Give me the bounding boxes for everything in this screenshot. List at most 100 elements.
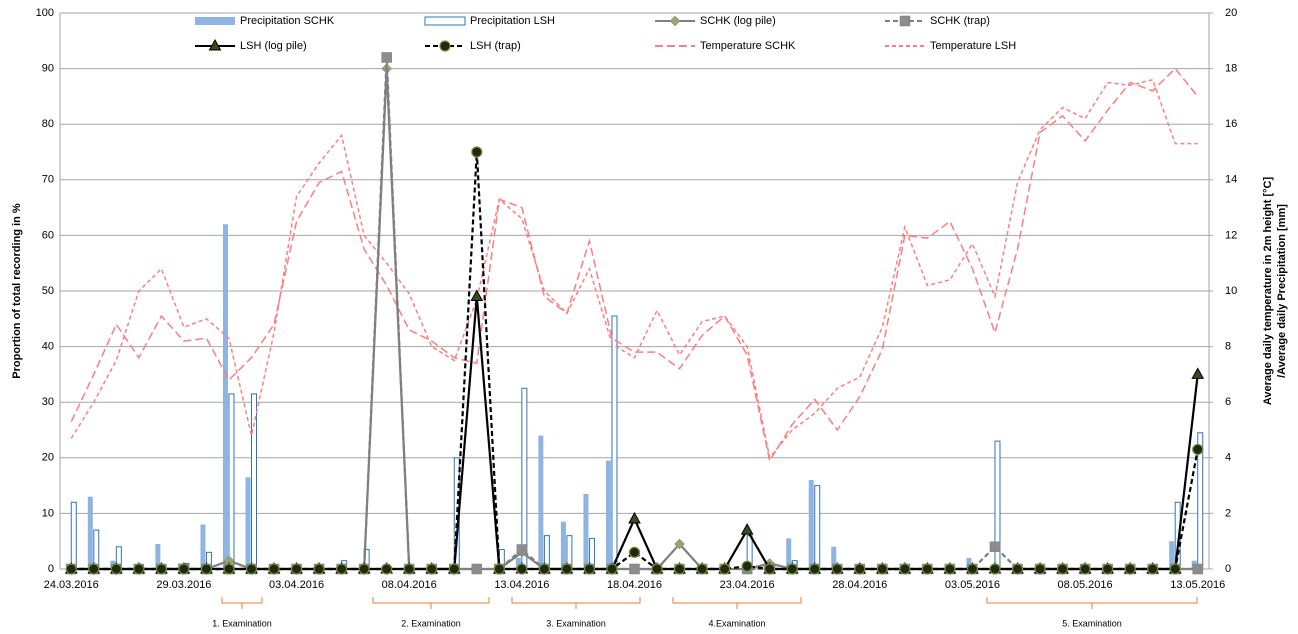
marker	[426, 563, 438, 575]
marker	[876, 563, 888, 575]
legend-swatch	[195, 17, 235, 25]
x-tick-label: 08.04.2016	[382, 579, 437, 591]
bar	[808, 480, 814, 569]
bar	[521, 387, 528, 570]
legend-item: Precipitation SCHK	[195, 15, 335, 27]
marker	[831, 563, 843, 575]
marker	[336, 563, 348, 575]
y-tick-label: 80	[42, 118, 54, 130]
marker	[178, 563, 190, 575]
bar	[786, 538, 792, 569]
marker	[403, 563, 415, 575]
y2-tick-label: 4	[1225, 452, 1231, 464]
annotation: 4.Examination	[708, 618, 765, 628]
legend-item: Temperature SCHK	[655, 40, 796, 52]
marker	[561, 563, 573, 575]
series-line	[70, 67, 1199, 463]
y2-tick-label: 16	[1225, 118, 1237, 130]
marker	[764, 563, 776, 575]
marker	[1192, 563, 1203, 575]
series-line	[71, 68, 1198, 571]
y2-tick-label: 18	[1225, 63, 1237, 75]
marker	[439, 40, 451, 52]
y-tick-label: 60	[42, 229, 54, 241]
marker	[989, 563, 1001, 575]
y-tick-label: 50	[42, 285, 54, 297]
legend-item: SCHK (trap)	[885, 15, 990, 27]
y2-axis-title: Average daily temperature in 2m height […	[1262, 177, 1274, 406]
bar	[93, 529, 100, 570]
marker	[1056, 563, 1069, 575]
marker	[493, 563, 505, 575]
marker	[1011, 563, 1024, 575]
marker	[719, 563, 731, 575]
legend-label: LSH (log pile)	[240, 40, 307, 52]
series-line	[71, 296, 1199, 571]
bar	[611, 315, 618, 570]
annotation: 2. Examination	[401, 618, 461, 628]
marker	[268, 563, 280, 575]
x-tick-label: 03.04.2016	[269, 579, 324, 591]
marker	[65, 563, 77, 575]
annotation: 5. Examination	[1062, 618, 1122, 628]
marker	[1079, 563, 1091, 575]
y-tick-label: 10	[42, 507, 54, 519]
legend-item: SCHK (log pile)	[655, 15, 776, 27]
y-tick-label: 70	[42, 174, 54, 186]
marker	[674, 538, 685, 550]
y2-tick-label: 0	[1225, 563, 1231, 575]
marker	[1192, 443, 1204, 456]
marker	[471, 563, 483, 575]
marker	[628, 546, 641, 558]
marker	[110, 563, 122, 575]
bar	[155, 543, 161, 569]
marker	[155, 563, 167, 575]
marker	[1169, 563, 1181, 575]
x-tick-label: 24.03.2016	[44, 579, 99, 591]
x-tick-label: 18.04.2016	[607, 579, 662, 591]
legend-label: SCHK (trap)	[930, 15, 990, 27]
marker	[809, 563, 821, 575]
marker	[200, 563, 213, 575]
bar	[605, 460, 611, 569]
marker	[313, 563, 325, 575]
x-tick-label: 03.05.2016	[945, 579, 1000, 591]
marker	[669, 15, 681, 27]
annotation: 3. Examination	[546, 618, 606, 628]
marker	[1034, 563, 1046, 575]
marker	[696, 563, 708, 575]
marker	[651, 563, 663, 575]
marker	[899, 15, 911, 27]
bracket	[221, 597, 263, 609]
marker	[741, 560, 753, 572]
marker	[786, 563, 798, 575]
legend-swatch	[424, 16, 466, 26]
x-tick-label: 08.05.2016	[1058, 579, 1113, 591]
y2-axis-title: /Average daily Precipitation [mm]	[1276, 204, 1288, 378]
marker	[921, 563, 933, 575]
marker	[899, 563, 911, 575]
y-tick-label: 90	[42, 63, 54, 75]
legend-label: Temperature SCHK	[700, 40, 796, 52]
bar	[560, 521, 566, 569]
series-line	[71, 151, 1199, 571]
bar	[583, 493, 589, 569]
legend-item: Precipitation LSH	[424, 15, 555, 27]
bar	[70, 501, 77, 570]
bar	[228, 393, 235, 570]
marker	[471, 146, 483, 158]
series-line	[70, 78, 1198, 460]
legend-label: LSH (trap)	[470, 40, 521, 52]
y2-tick-label: 12	[1225, 229, 1237, 241]
bar	[200, 524, 206, 569]
marker	[516, 544, 528, 555]
y2-tick-label: 2	[1225, 507, 1231, 519]
y2-tick-label: 20	[1225, 7, 1237, 19]
legend-item: Temperature LSH	[885, 40, 1016, 52]
legend-label: Precipitation LSH	[470, 15, 555, 27]
marker	[1191, 367, 1205, 379]
marker	[245, 563, 258, 575]
marker	[381, 563, 393, 575]
marker	[944, 563, 956, 575]
